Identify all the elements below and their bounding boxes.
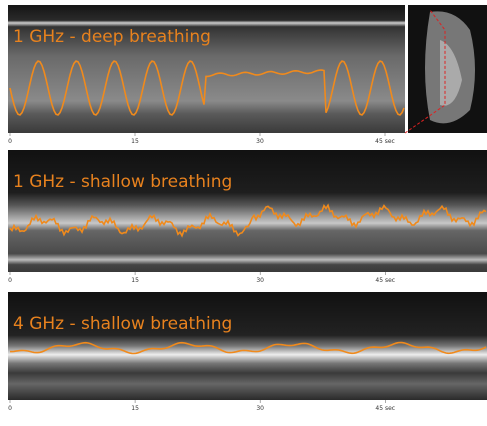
x-tick-label: 15 xyxy=(131,138,139,145)
ultrasound-image xyxy=(8,150,487,272)
tracking-trace xyxy=(9,203,487,238)
panel-title: 1 GHz - shallow breathing xyxy=(13,172,232,192)
ultrasound-image xyxy=(8,5,405,133)
tracking-trace xyxy=(10,341,487,355)
tracking-trace xyxy=(9,60,405,116)
x-tick-label: 30 xyxy=(256,405,264,412)
mri-inset xyxy=(404,5,487,134)
x-tick-label: 30 xyxy=(256,277,264,284)
ultrasound-image xyxy=(8,292,487,400)
x-tick-label: 0 xyxy=(8,138,12,145)
panel-title: 1 GHz - deep breathing xyxy=(13,27,211,47)
x-tick-label: 0 xyxy=(8,405,12,412)
x-tick-label: 15 xyxy=(131,277,139,284)
x-tick-label: 45 sec xyxy=(375,405,395,412)
x-tick-label: 15 xyxy=(131,405,139,412)
x-tick-label: 30 xyxy=(256,138,264,145)
x-tick-label: 0 xyxy=(8,277,12,284)
panel-title: 4 GHz - shallow breathing xyxy=(13,314,232,334)
x-tick-label: 45 sec xyxy=(375,138,395,145)
x-tick-label: 45 sec xyxy=(375,277,395,284)
inset-marker xyxy=(404,9,446,134)
